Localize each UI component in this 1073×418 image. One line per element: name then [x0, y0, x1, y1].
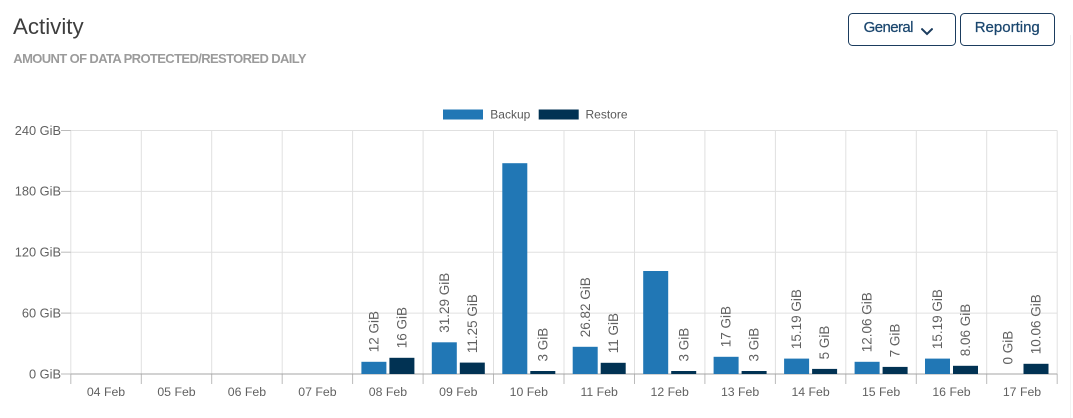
svg-text:0 GiB: 0 GiB — [29, 366, 61, 381]
svg-text:3 GiB: 3 GiB — [747, 328, 762, 362]
svg-text:180 GiB: 180 GiB — [15, 184, 61, 199]
svg-text:12.06 GiB: 12.06 GiB — [860, 292, 875, 352]
svg-text:10 Feb: 10 Feb — [510, 385, 548, 399]
svg-text:08 Feb: 08 Feb — [369, 385, 407, 399]
svg-text:15.19 GiB: 15.19 GiB — [930, 289, 945, 349]
svg-text:06 Feb: 06 Feb — [228, 385, 266, 399]
svg-text:04 Feb: 04 Feb — [87, 385, 125, 399]
svg-text:12 GiB: 12 GiB — [367, 311, 382, 352]
svg-text:09 Feb: 09 Feb — [439, 385, 477, 399]
svg-text:11 Feb: 11 Feb — [581, 385, 619, 399]
svg-text:31.29 GiB: 31.29 GiB — [437, 273, 452, 333]
svg-text:3 GiB: 3 GiB — [676, 328, 691, 362]
svg-text:240 GiB: 240 GiB — [15, 123, 61, 138]
svg-text:10.06 GiB: 10.06 GiB — [1029, 294, 1044, 354]
svg-text:17 Feb: 17 Feb — [1003, 385, 1041, 399]
svg-text:0 GiB: 0 GiB — [1001, 331, 1016, 365]
svg-text:60 GiB: 60 GiB — [22, 305, 61, 320]
svg-text:12 Feb: 12 Feb — [651, 385, 689, 399]
svg-text:11 GiB: 11 GiB — [606, 313, 621, 353]
svg-text:13 Feb: 13 Feb — [721, 385, 759, 399]
svg-text:15 Feb: 15 Feb — [862, 385, 900, 399]
svg-text:11.25 GiB: 11.25 GiB — [465, 294, 480, 353]
svg-text:120 GiB: 120 GiB — [15, 245, 61, 260]
svg-text:7 GiB: 7 GiB — [888, 324, 903, 358]
svg-text:07 Feb: 07 Feb — [298, 385, 336, 399]
svg-text:3 GiB: 3 GiB — [535, 328, 550, 362]
svg-text:5 GiB: 5 GiB — [817, 326, 832, 360]
svg-text:15.19 GiB: 15.19 GiB — [789, 289, 804, 349]
svg-text:14 Feb: 14 Feb — [791, 385, 829, 399]
svg-text:17 GiB: 17 GiB — [719, 306, 734, 347]
svg-text:05 Feb: 05 Feb — [157, 385, 195, 399]
svg-text:16 GiB: 16 GiB — [395, 307, 410, 348]
svg-text:16 Feb: 16 Feb — [932, 385, 970, 399]
svg-text:8.06 GiB: 8.06 GiB — [958, 304, 973, 357]
svg-text:Restore: Restore — [586, 108, 628, 122]
svg-text:Backup: Backup — [490, 108, 530, 122]
svg-text:26.82 GiB: 26.82 GiB — [578, 277, 593, 337]
